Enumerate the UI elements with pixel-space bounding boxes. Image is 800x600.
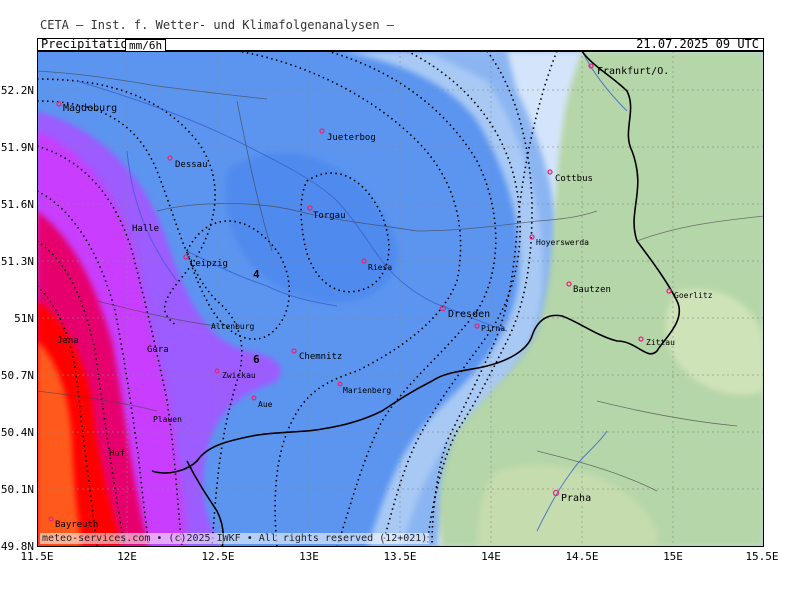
city-label-dresden: Dresden	[448, 309, 490, 320]
city-label-zittau: Zittau	[646, 338, 675, 347]
lon-tick-14: 14E	[481, 550, 501, 563]
city-label-bayreuth: Bayreuth	[55, 520, 98, 530]
city-label-plauen: Plauen	[153, 415, 182, 424]
city-marker	[547, 169, 553, 175]
city-label-bautzen: Bautzen	[573, 285, 611, 295]
lon-tick-14-5: 14.5E	[565, 550, 599, 563]
field-dry-green-light	[665, 289, 764, 395]
page-title: CETA — Inst. f. Wetter- und Klimafolgena…	[40, 18, 395, 32]
city-marker	[291, 348, 297, 354]
lat-tick-51-3: 51.3N	[0, 255, 34, 268]
city-marker	[638, 336, 644, 342]
city-label-gera: Gera	[147, 345, 169, 355]
city-marker	[439, 304, 447, 312]
city-marker	[319, 128, 325, 134]
valid-time: 21.07.2025 09 UTC	[636, 37, 759, 51]
city-label-riesa: Riesa	[368, 263, 392, 272]
city-label-praha: Praha	[561, 493, 591, 504]
city-label-goerlitz: Goerlitz	[674, 291, 713, 300]
lon-tick-13-5: 13.5E	[383, 550, 417, 563]
lat-tick-51-6: 51.6N	[0, 198, 34, 211]
lon-tick-13: 13E	[299, 550, 319, 563]
city-marker	[474, 323, 480, 329]
city-label-jueterbog: Jueterbog	[327, 133, 376, 143]
lon-tick-11-5: 11.5E	[20, 550, 54, 563]
lon-tick-12-5: 12.5E	[201, 550, 235, 563]
city-marker	[552, 489, 560, 497]
city-label-altenburg: Altenburg	[211, 322, 255, 331]
city-marker	[167, 155, 173, 161]
lat-tick-50-1: 50.1N	[0, 483, 34, 496]
lat-tick-49-8: 49.8N	[0, 540, 34, 553]
city-label-magdeburg: Magdeburg	[63, 103, 117, 114]
city-marker	[183, 254, 189, 260]
city-label-leipzig: Leipzig	[190, 259, 228, 269]
city-marker	[337, 381, 343, 387]
city-label-hoyerswerda: Hoyerswerda	[536, 238, 589, 247]
city-marker	[251, 395, 257, 401]
city-marker	[56, 101, 62, 107]
state-borders	[37, 70, 764, 492]
parameter-bar: Precipitation mm/6h 21.07.2025 09 UTC	[37, 37, 764, 52]
city-marker	[666, 288, 672, 294]
city-label-frankfurt: Frankfurt/O.	[597, 66, 669, 77]
field-core-blue	[225, 152, 398, 303]
isolines	[37, 51, 558, 547]
map-frame	[37, 51, 764, 547]
lat-tick-50-4: 50.4N	[0, 426, 34, 439]
lat-tick-50-7: 50.7N	[0, 369, 34, 382]
field-dry-green	[439, 51, 764, 547]
city-label-torgau: Torgau	[313, 211, 346, 221]
city-label-zwickau: Zwickau	[222, 371, 256, 380]
lon-tick-12: 12E	[117, 550, 137, 563]
isoline-label-6: 6	[253, 353, 260, 366]
isoline-label-4: 4	[253, 268, 260, 281]
city-marker	[529, 234, 535, 240]
city-label-aue: Aue	[258, 400, 273, 409]
city-marker	[48, 516, 54, 522]
city-marker	[307, 205, 313, 211]
city-marker	[566, 281, 572, 287]
city-label-marienberg: Marienberg	[343, 386, 391, 395]
city-marker	[214, 368, 220, 374]
lat-tick-51: 51N	[14, 312, 34, 325]
city-label-chemnitz: Chemnitz	[299, 352, 342, 362]
precipitation-map: 4 6 Magdeburg Jueterbog Dessau Frankfurt…	[37, 51, 764, 547]
city-marker	[588, 63, 594, 69]
lon-tick-15: 15E	[663, 550, 683, 563]
lon-tick-15-5: 15.5E	[745, 550, 779, 563]
city-label-cottbus: Cottbus	[555, 174, 593, 184]
lat-tick-52-2: 52.2N	[0, 84, 34, 97]
city-label-halle: Halle	[132, 224, 159, 234]
graticule	[37, 51, 764, 547]
city-label-dessau: Dessau	[175, 160, 208, 170]
city-label-pirna: Pirna	[481, 324, 505, 333]
city-label-hof: Hof	[109, 449, 125, 459]
field-dry-green-light	[477, 464, 657, 547]
parameter-label: Precipitation	[41, 37, 135, 51]
lat-tick-51-9: 51.9N	[0, 141, 34, 154]
city-marker	[361, 258, 367, 264]
copyright-footer: meteo-services.com • (c)2025 IWKF • All …	[40, 533, 430, 544]
city-label-jena: Jena	[57, 336, 79, 346]
